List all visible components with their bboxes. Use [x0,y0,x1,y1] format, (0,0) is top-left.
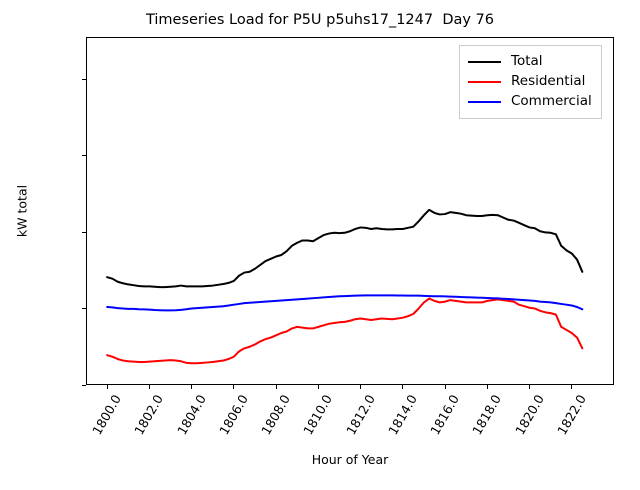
x-tick-mark [191,385,193,389]
x-tick-mark [275,385,277,389]
x-tick-mark [402,385,404,389]
series-line-commercial [106,294,584,312]
y-tick-mark [82,231,86,233]
y-tick-mark [82,78,86,80]
x-tick-mark [571,385,573,389]
x-tick-mark [360,385,362,389]
x-axis-label: Hour of Year [311,452,389,467]
plot-lines [106,208,584,365]
x-tick-mark [148,385,150,389]
legend-label-total: Total [511,53,543,70]
legend-swatch-commercial [468,101,501,103]
legend-label-commercial: Commercial [511,93,592,110]
x-tick-mark [233,385,235,389]
legend-item-commercial: Commercial [468,92,592,112]
legend-item-total: Total [468,52,592,72]
legend-item-residential: Residential [468,72,592,92]
y-axis-label: kW total [14,184,30,238]
y-tick-mark [82,308,86,310]
series-line-total [106,208,584,289]
y-tick-mark [82,155,86,157]
x-tick-mark [529,385,531,389]
x-tick-mark [317,385,319,389]
x-tick-mark [106,385,108,389]
y-tick-mark [82,384,86,386]
legend-swatch-total [468,61,501,63]
series-line-residential [106,297,584,365]
legend-label-residential: Residential [511,73,586,90]
chart-title: Timeseries Load for P5U p5uhs17_1247 Day… [145,12,495,28]
chart-figure: Timeseries Load for P5U p5uhs17_1247 Day… [14,12,614,467]
chart-legend: Total Residential Commercial [459,45,602,119]
x-tick-mark [486,385,488,389]
legend-swatch-residential [468,81,501,83]
x-tick-mark [444,385,446,389]
